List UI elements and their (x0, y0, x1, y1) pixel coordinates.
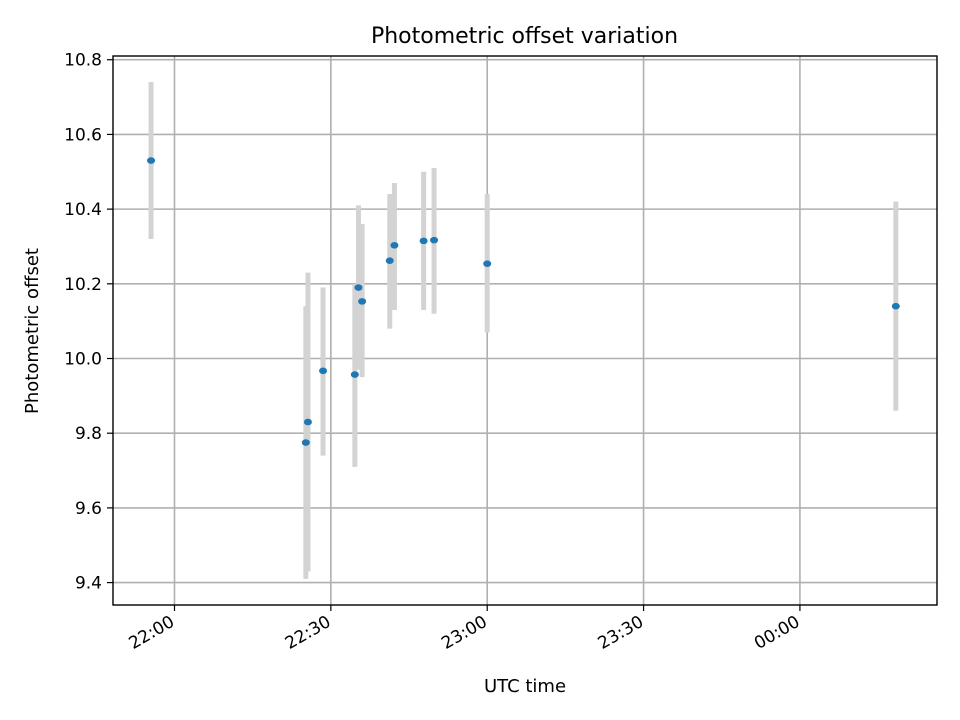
data-point (358, 298, 367, 305)
data-point (301, 439, 310, 446)
data-point (430, 236, 439, 244)
y-tick-label: 9.6 (75, 499, 102, 519)
x-tick-label: 23:00 (438, 612, 490, 654)
x-tick-label: 22:30 (282, 612, 334, 654)
data-point (319, 367, 328, 375)
plot-frame (112, 55, 938, 606)
x-axis-label: UTC time (484, 676, 566, 697)
y-tick-label: 10.6 (64, 125, 102, 145)
data-point (303, 418, 312, 426)
data-point (350, 371, 359, 378)
data-point (147, 157, 156, 164)
x-tick-label: 23:30 (595, 612, 647, 654)
grid (113, 56, 937, 605)
x-tick-label: 22:00 (126, 612, 178, 654)
y-tick-label: 10.4 (64, 200, 102, 220)
data-point (483, 260, 492, 267)
data-point (891, 302, 900, 310)
y-tick-label: 10.8 (64, 51, 102, 71)
y-tick-label: 10.0 (64, 350, 102, 370)
y-tick-label: 9.4 (75, 574, 102, 594)
data-point (419, 237, 428, 245)
data-points (147, 157, 900, 446)
y-tick-label: 9.8 (75, 424, 102, 444)
error-bars (148, 82, 899, 579)
chart-title: Photometric offset variation (371, 24, 678, 49)
data-point (385, 257, 394, 264)
x-tick-label: 00:00 (751, 612, 803, 654)
data-point (354, 284, 363, 291)
y-tick-label: 10.2 (64, 275, 102, 295)
data-point (390, 242, 399, 249)
y-axis-label: Photometric offset (22, 248, 43, 414)
